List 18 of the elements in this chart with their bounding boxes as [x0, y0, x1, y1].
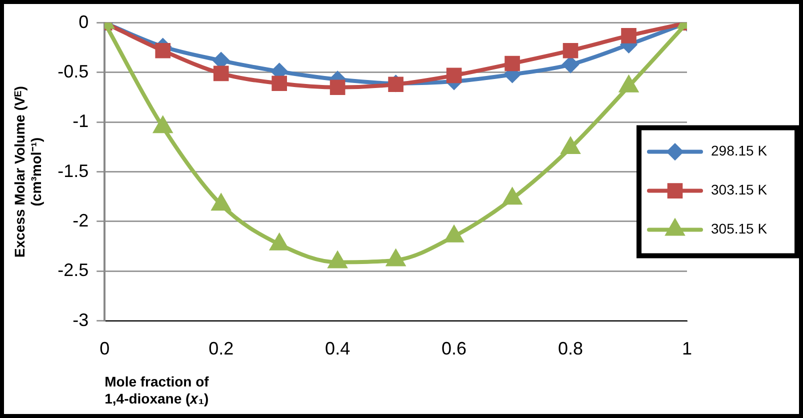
- y-tick-label: -3: [72, 310, 89, 330]
- x-tick-label: 0: [100, 338, 110, 359]
- y-axis-title: Excess Molar Volume (Vᴱ) (cm³mol⁻¹): [11, 86, 44, 258]
- legend-label: 298.15 K: [711, 142, 768, 159]
- y-tick-label: -1.5: [58, 160, 89, 181]
- y-tick-label: 0: [78, 12, 89, 32]
- x-tick-label: 1: [682, 338, 692, 359]
- x-tick-label: 0.4: [325, 338, 350, 359]
- y-tick-label: -0.5: [58, 61, 89, 82]
- x-tick-label: 0.2: [208, 338, 234, 359]
- x-tick-label: 0.8: [558, 338, 584, 359]
- y-tick-label: -1: [72, 111, 89, 132]
- y-tick-label: -2.5: [58, 260, 89, 280]
- legend-label: 303.15 K: [711, 182, 768, 198]
- x-axis-title: Mole fraction of 1,4-dioxane (𝑥₁): [104, 374, 210, 406]
- x-tick-label: 0.6: [442, 338, 467, 359]
- y-tick-label: -2: [72, 210, 89, 230]
- legend-label: 305.15 K: [711, 220, 768, 237]
